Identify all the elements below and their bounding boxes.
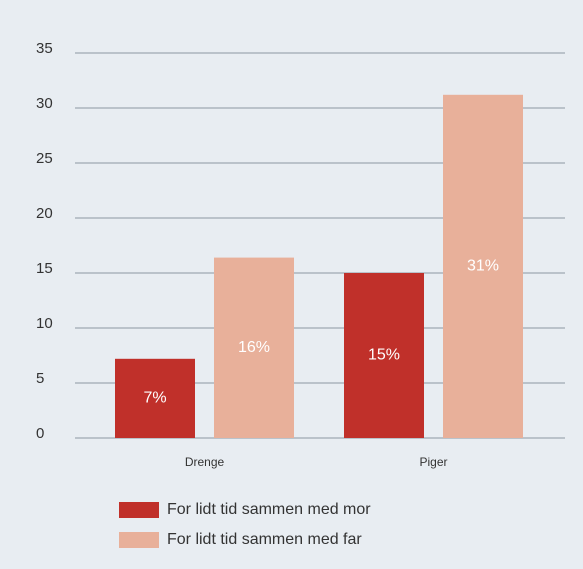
bar: [344, 273, 424, 438]
bar: [115, 358, 195, 438]
value-label: 7%: [143, 390, 166, 407]
legend-label: For lidt tid sammen med mor: [167, 501, 371, 518]
y-tick-label: 20: [36, 205, 53, 222]
legend-label: For lidt tid sammen med far: [167, 531, 362, 548]
y-tick-label: 25: [36, 150, 53, 167]
y-tick-label: 0: [36, 425, 44, 442]
value-label: 15%: [368, 347, 400, 364]
x-tick-label: Drenge: [185, 455, 225, 469]
x-tick-label: Piger: [419, 455, 447, 469]
bar: [214, 257, 294, 438]
y-tick-label: 35: [36, 40, 53, 57]
y-tick-label: 5: [36, 370, 44, 387]
y-tick-label: 30: [36, 95, 53, 112]
y-tick-label: 15: [36, 260, 53, 277]
legend-swatch: [119, 532, 159, 548]
legend-swatch: [119, 502, 159, 518]
value-label: 31%: [467, 258, 499, 275]
bar: [443, 94, 523, 439]
value-label: 16%: [238, 339, 270, 356]
y-tick-label: 10: [36, 315, 53, 332]
